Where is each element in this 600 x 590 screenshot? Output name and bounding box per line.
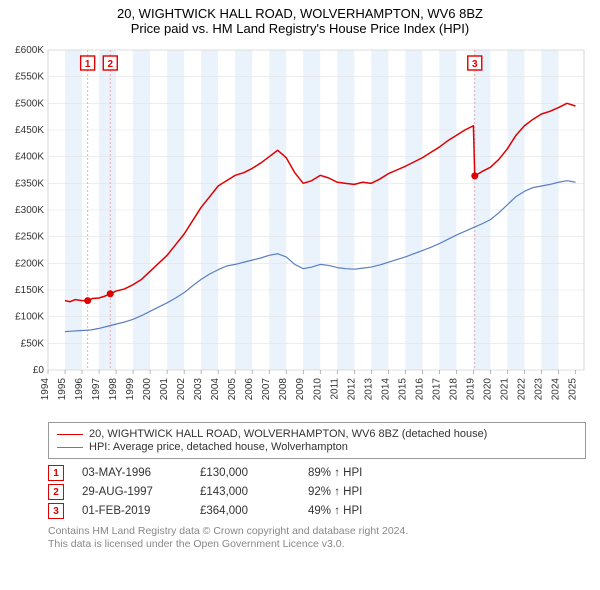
svg-text:2004: 2004	[210, 378, 221, 401]
event-date: 01-FEB-2019	[82, 505, 182, 517]
svg-text:2000: 2000	[142, 378, 153, 401]
legend-item: HPI: Average price, detached house, Wolv…	[57, 441, 577, 453]
svg-text:2013: 2013	[363, 378, 374, 401]
svg-text:£600K: £600K	[15, 45, 44, 56]
event-marker-box: 2	[48, 484, 64, 500]
svg-text:2017: 2017	[431, 378, 442, 401]
svg-text:1: 1	[85, 59, 91, 70]
event-hpi: 89% ↑ HPI	[308, 467, 362, 479]
svg-text:2009: 2009	[295, 378, 306, 401]
legend-swatch	[57, 447, 83, 448]
chart-container: 20, WIGHTWICK HALL ROAD, WOLVERHAMPTON, …	[0, 0, 600, 551]
svg-text:£100K: £100K	[15, 312, 44, 323]
event-hpi: 49% ↑ HPI	[308, 505, 362, 517]
svg-text:£300K: £300K	[15, 205, 44, 216]
svg-text:2021: 2021	[499, 378, 510, 401]
event-row: 3 01-FEB-2019 £364,000 49% ↑ HPI	[48, 503, 586, 519]
title-block: 20, WIGHTWICK HALL ROAD, WOLVERHAMPTON, …	[0, 0, 600, 38]
event-price: £143,000	[200, 486, 290, 498]
svg-text:1994: 1994	[40, 378, 51, 401]
legend: 20, WIGHTWICK HALL ROAD, WOLVERHAMPTON, …	[48, 422, 586, 459]
chart: £0 £50K £100K £150K £200K £250K £300K £350K £400…	[0, 38, 600, 418]
legend-label: HPI: Average price, detached house, Wolv…	[89, 441, 348, 453]
svg-text:£450K: £450K	[15, 125, 44, 136]
svg-text:1996: 1996	[74, 378, 85, 401]
svg-text:£250K: £250K	[15, 232, 44, 243]
svg-text:£50K: £50K	[21, 338, 45, 349]
svg-text:2005: 2005	[227, 378, 238, 401]
svg-text:2022: 2022	[516, 378, 527, 401]
event-row: 2 29-AUG-1997 £143,000 92% ↑ HPI	[48, 484, 586, 500]
footnote: Contains HM Land Registry data © Crown c…	[48, 525, 586, 551]
svg-text:1997: 1997	[91, 378, 102, 401]
svg-text:£400K: £400K	[15, 152, 44, 163]
legend-swatch	[57, 434, 83, 435]
svg-text:2003: 2003	[193, 378, 204, 401]
svg-text:2006: 2006	[244, 378, 255, 401]
svg-text:2007: 2007	[261, 378, 272, 401]
event-marker-box: 1	[48, 465, 64, 481]
event-price: £364,000	[200, 505, 290, 517]
svg-text:2002: 2002	[176, 378, 187, 401]
svg-text:3: 3	[472, 59, 478, 70]
footnote-line: Contains HM Land Registry data © Crown c…	[48, 525, 586, 538]
svg-text:2019: 2019	[465, 378, 476, 401]
svg-text:2015: 2015	[397, 378, 408, 401]
svg-text:2008: 2008	[278, 378, 289, 401]
svg-text:£0: £0	[33, 365, 45, 376]
svg-text:2020: 2020	[482, 378, 493, 401]
legend-item: 20, WIGHTWICK HALL ROAD, WOLVERHAMPTON, …	[57, 428, 577, 440]
svg-text:£550K: £550K	[15, 72, 44, 83]
event-row: 1 03-MAY-1996 £130,000 89% ↑ HPI	[48, 465, 586, 481]
svg-text:2023: 2023	[533, 378, 544, 401]
svg-text:1995: 1995	[57, 378, 68, 401]
svg-text:2: 2	[107, 59, 113, 70]
svg-text:2018: 2018	[448, 378, 459, 401]
svg-text:£500K: £500K	[15, 98, 44, 109]
svg-text:2011: 2011	[329, 378, 340, 400]
footnote-line: This data is licensed under the Open Gov…	[48, 538, 586, 551]
svg-text:2025: 2025	[567, 378, 578, 401]
svg-text:2016: 2016	[414, 378, 425, 401]
title-line-1: 20, WIGHTWICK HALL ROAD, WOLVERHAMPTON, …	[0, 6, 600, 21]
event-date: 29-AUG-1997	[82, 486, 182, 498]
svg-text:£200K: £200K	[15, 258, 44, 269]
svg-text:1998: 1998	[108, 378, 119, 401]
event-date: 03-MAY-1996	[82, 467, 182, 479]
svg-text:2010: 2010	[312, 378, 323, 401]
svg-text:2001: 2001	[159, 378, 170, 401]
svg-text:2024: 2024	[550, 378, 561, 401]
events-table: 1 03-MAY-1996 £130,000 89% ↑ HPI 2 29-AU…	[48, 465, 586, 519]
event-marker-box: 3	[48, 503, 64, 519]
svg-text:£350K: £350K	[15, 178, 44, 189]
legend-label: 20, WIGHTWICK HALL ROAD, WOLVERHAMPTON, …	[89, 428, 487, 440]
title-line-2: Price paid vs. HM Land Registry's House …	[0, 21, 600, 36]
svg-text:1999: 1999	[125, 378, 136, 401]
svg-text:£150K: £150K	[15, 285, 44, 296]
svg-text:2012: 2012	[346, 378, 357, 401]
event-hpi: 92% ↑ HPI	[308, 486, 362, 498]
chart-svg: £0 £50K £100K £150K £200K £250K £300K £350K £400…	[0, 38, 600, 418]
event-price: £130,000	[200, 467, 290, 479]
svg-text:2014: 2014	[380, 378, 391, 401]
